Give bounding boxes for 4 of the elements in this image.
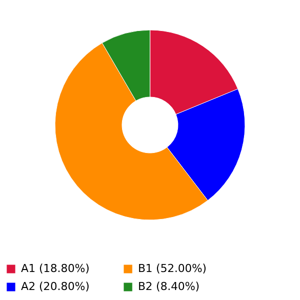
legend-label: B2 (8.40%) bbox=[138, 280, 200, 293]
legend-label: A2 (20.80%) bbox=[21, 280, 90, 293]
legend-label: A1 (18.80%) bbox=[21, 262, 90, 275]
legend-label: B1 (52.00%) bbox=[138, 262, 207, 275]
